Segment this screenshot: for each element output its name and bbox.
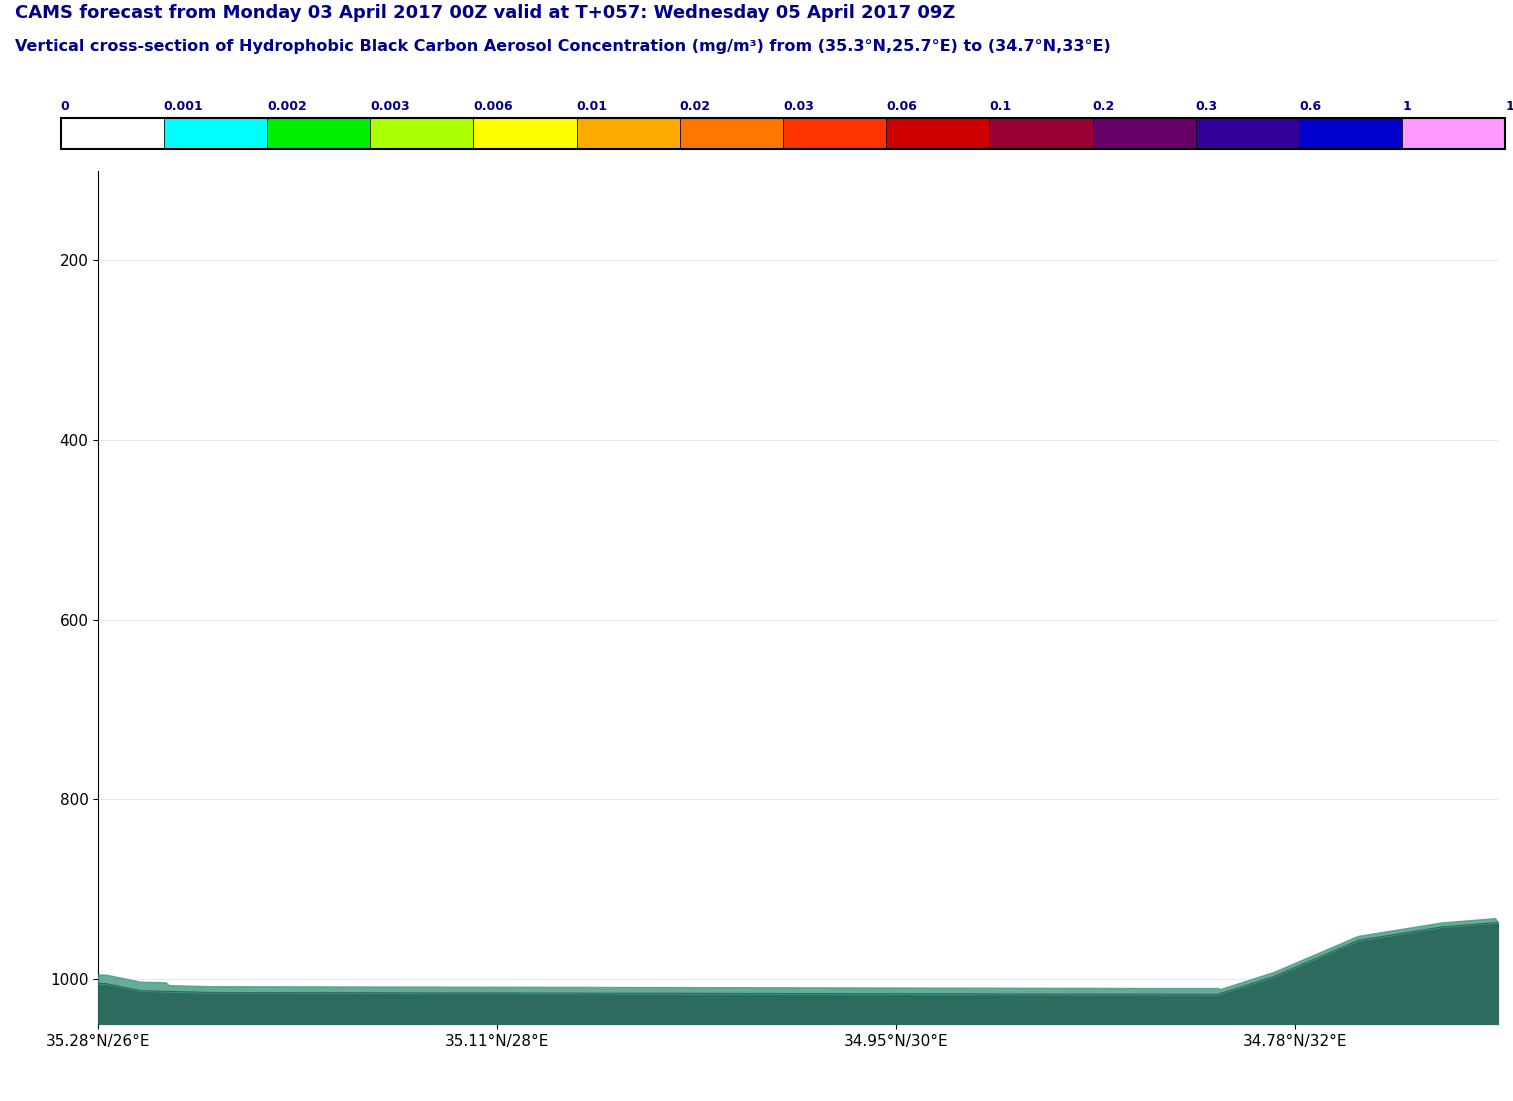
Text: 0.06: 0.06 — [887, 100, 917, 113]
Text: 0.3: 0.3 — [1195, 100, 1218, 113]
Text: 100: 100 — [1505, 100, 1513, 113]
FancyBboxPatch shape — [61, 119, 163, 149]
Text: Vertical cross-section of Hydrophobic Black Carbon Aerosol Concentration (mg/m³): Vertical cross-section of Hydrophobic Bl… — [15, 40, 1111, 54]
Text: 0: 0 — [61, 100, 70, 113]
FancyBboxPatch shape — [990, 119, 1092, 149]
FancyBboxPatch shape — [1195, 119, 1300, 149]
Text: 1: 1 — [1403, 100, 1412, 113]
FancyBboxPatch shape — [371, 119, 474, 149]
Text: CAMS forecast from Monday 03 April 2017 00Z valid at T+057: Wednesday 05 April 2: CAMS forecast from Monday 03 April 2017 … — [15, 3, 955, 22]
Text: 0.01: 0.01 — [576, 100, 608, 113]
FancyBboxPatch shape — [679, 119, 784, 149]
FancyBboxPatch shape — [1092, 119, 1195, 149]
FancyBboxPatch shape — [784, 119, 887, 149]
FancyBboxPatch shape — [576, 119, 679, 149]
FancyBboxPatch shape — [163, 119, 266, 149]
FancyBboxPatch shape — [887, 119, 990, 149]
Text: 0.006: 0.006 — [474, 100, 513, 113]
Text: 0.003: 0.003 — [371, 100, 410, 113]
FancyBboxPatch shape — [1403, 119, 1505, 149]
Text: 0.002: 0.002 — [266, 100, 307, 113]
Text: 0.03: 0.03 — [784, 100, 814, 113]
Text: 0.1: 0.1 — [990, 100, 1012, 113]
Text: 0.2: 0.2 — [1092, 100, 1115, 113]
Text: 0.02: 0.02 — [679, 100, 711, 113]
Text: 0.001: 0.001 — [163, 100, 203, 113]
FancyBboxPatch shape — [474, 119, 576, 149]
FancyBboxPatch shape — [1300, 119, 1403, 149]
Text: 0.6: 0.6 — [1300, 100, 1321, 113]
FancyBboxPatch shape — [266, 119, 371, 149]
